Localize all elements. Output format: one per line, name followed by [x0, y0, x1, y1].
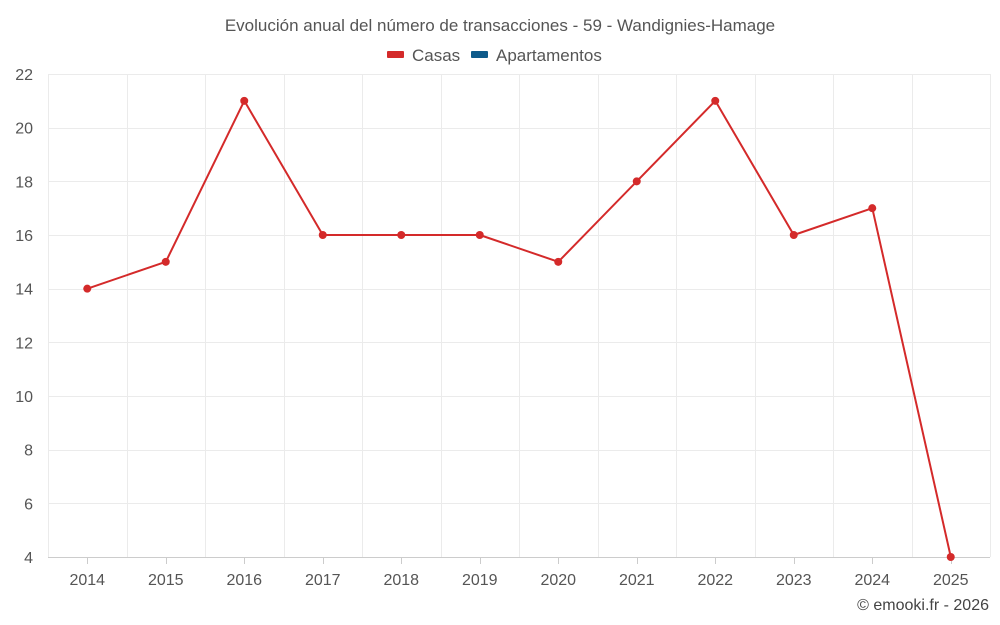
- x-tick-label: 2021: [619, 572, 655, 589]
- x-tick-label: 2015: [148, 572, 184, 589]
- y-tick-label: 18: [15, 174, 33, 191]
- x-tick-label: 2018: [383, 572, 419, 589]
- y-tick-label: 16: [15, 228, 33, 245]
- legend-swatch-casas: [387, 51, 404, 58]
- legend-item-apartamentos[interactable]: Apartamentos: [471, 46, 602, 65]
- legend-label-casas: Casas: [412, 46, 460, 65]
- y-tick-label: 8: [24, 443, 33, 460]
- data-point-casas[interactable]: [240, 96, 249, 105]
- data-point-casas[interactable]: [868, 204, 877, 213]
- x-axis: 2014 2015 2016 2017 2018 2019 2020 2021 2022 2023…: [69, 557, 969, 589]
- legend-label-apartamentos: Apartamentos: [496, 46, 602, 65]
- y-axis: 4 6 8 10 12 14 16 18 20 22: [15, 67, 33, 567]
- x-gridlines: [48, 74, 991, 557]
- data-point-casas[interactable]: [554, 257, 563, 266]
- credit-text: © emooki.fr - 2026: [857, 597, 989, 614]
- y-tick-label: 10: [15, 389, 33, 406]
- legend: Casas Apartamentos: [387, 46, 602, 65]
- data-point-casas[interactable]: [946, 553, 955, 561]
- data-point-casas[interactable]: [789, 231, 798, 239]
- x-tick-label: 2023: [776, 572, 812, 589]
- data-point-casas[interactable]: [632, 177, 641, 186]
- data-point-casas[interactable]: [83, 284, 92, 293]
- y-tick-label: 4: [24, 550, 33, 567]
- data-point-casas[interactable]: [161, 257, 170, 266]
- x-tick-label: 2017: [305, 572, 341, 589]
- x-tick-label: 2024: [854, 572, 890, 589]
- y-tick-label: 6: [24, 496, 33, 513]
- x-tick-label: 2020: [540, 572, 576, 589]
- data-point-casas[interactable]: [318, 231, 327, 239]
- series-line-casas: [86, 99, 952, 558]
- x-tick-label: 2016: [226, 572, 262, 589]
- x-tick-label: 2019: [462, 572, 498, 589]
- x-tick-label: 2022: [697, 572, 733, 589]
- x-tick-label: 2014: [69, 572, 105, 589]
- legend-swatch-apartamentos: [471, 51, 488, 58]
- y-tick-label: 12: [15, 335, 33, 352]
- chart-title: Evolución anual del número de transaccio…: [225, 16, 775, 35]
- plot-area: [83, 96, 955, 561]
- legend-item-casas[interactable]: Casas: [387, 46, 460, 65]
- data-point-casas[interactable]: [475, 231, 484, 239]
- y-tick-label: 22: [15, 67, 33, 84]
- x-tick-label: 2025: [933, 572, 969, 589]
- y-tick-label: 14: [15, 282, 33, 299]
- data-point-casas[interactable]: [711, 96, 720, 105]
- data-point-casas[interactable]: [397, 231, 406, 239]
- y-tick-label: 20: [15, 121, 33, 138]
